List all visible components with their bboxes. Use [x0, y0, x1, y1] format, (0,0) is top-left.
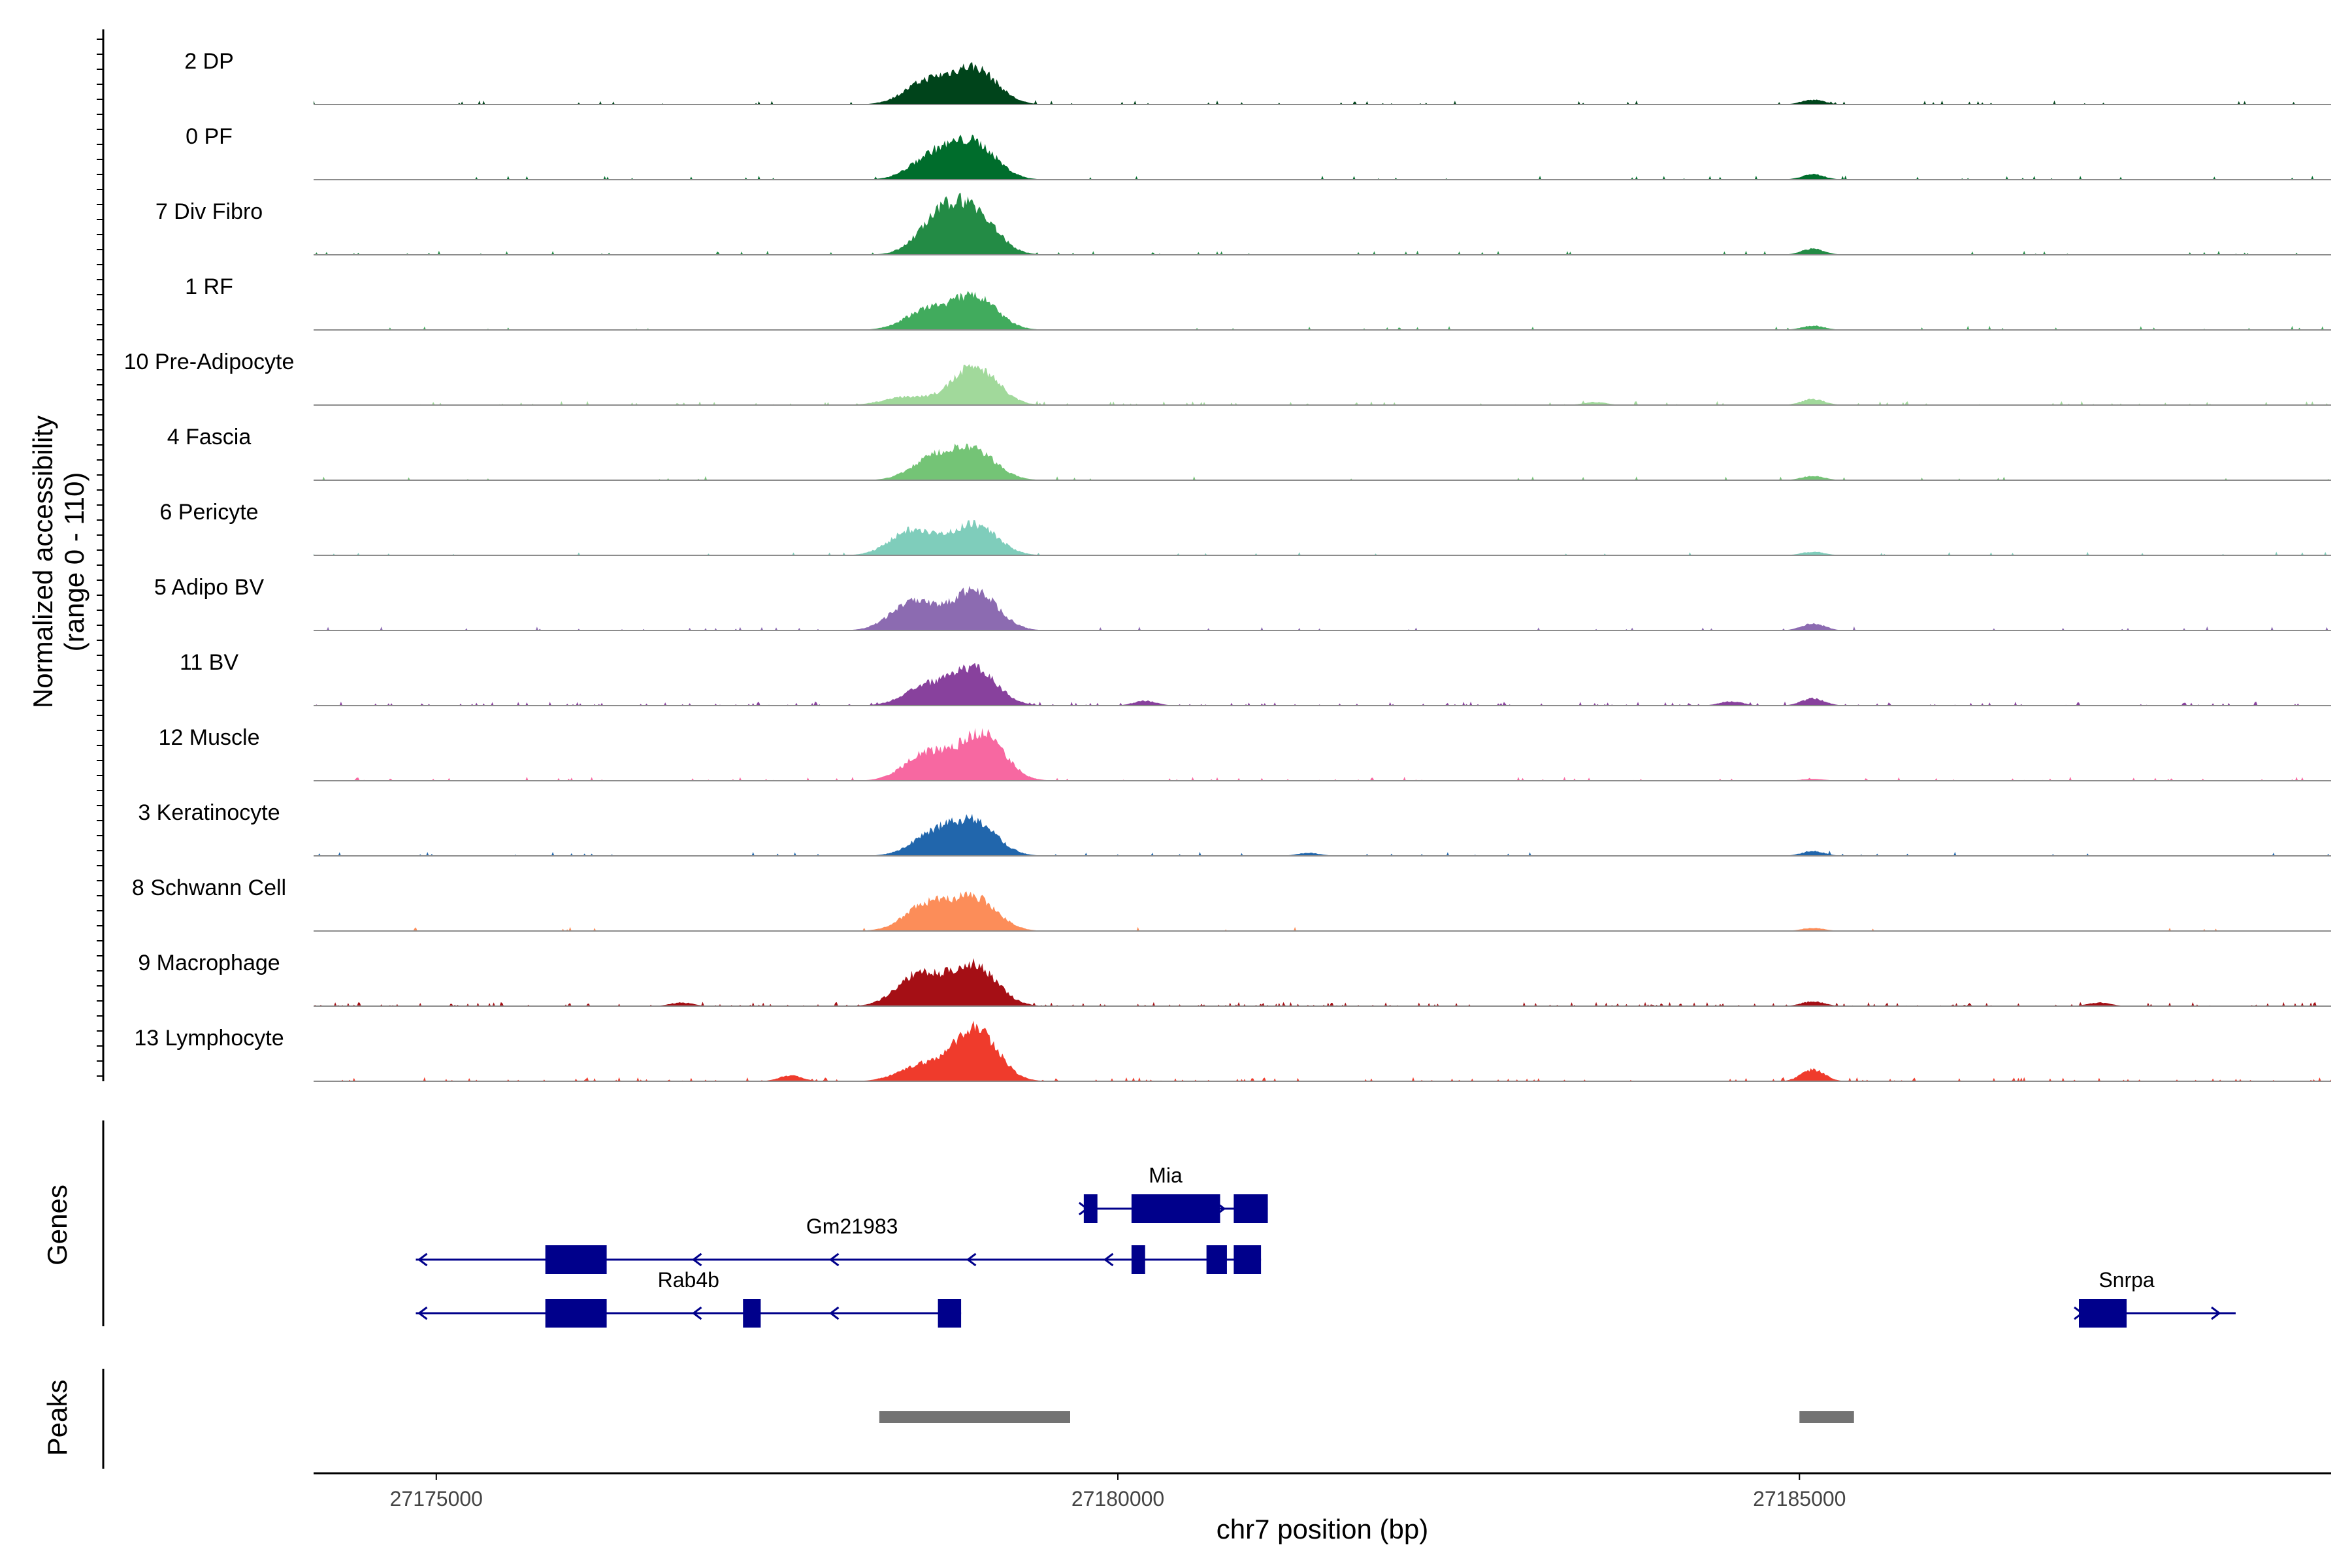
peak-region	[1799, 1411, 1854, 1423]
track-label: 3 Keratinocyte	[138, 800, 280, 825]
coverage-area	[314, 662, 2331, 706]
strand-arrow	[417, 1306, 428, 1320]
gene-rab4b: Rab4b	[416, 1268, 962, 1328]
peak-regions	[879, 1411, 1854, 1423]
gene-label: Gm21983	[806, 1215, 898, 1238]
x-tick-label: 27180000	[1071, 1487, 1164, 1511]
coverage-area	[314, 813, 2331, 856]
coverage-area	[314, 891, 2331, 931]
exon	[1206, 1245, 1227, 1274]
strand-arrow	[828, 1306, 840, 1320]
gene-gm21983: Gm21983	[416, 1215, 1262, 1274]
track-8: 5 Adipo BV	[154, 575, 2331, 631]
strand-arrow	[828, 1252, 840, 1267]
track-label: 2 DP	[184, 49, 234, 74]
track-label: 9 Macrophage	[138, 951, 280, 975]
gene-models: Mia Gm21983 Rab4b Snrpa	[416, 1164, 2236, 1328]
strand-arrow	[691, 1252, 702, 1267]
track-label: 8 Schwann Cell	[132, 875, 286, 900]
strand-arrow	[417, 1252, 428, 1267]
x-tick-label: 27185000	[1753, 1487, 1846, 1511]
coverage-area	[314, 728, 2331, 781]
coverage-area	[314, 958, 2331, 1006]
strand-arrow	[691, 1306, 702, 1320]
track-3: 7 Div Fibro	[155, 193, 2331, 255]
track-7: 6 Pericyte	[159, 500, 2331, 556]
y-axis-ticks	[97, 39, 103, 1077]
track-label: 11 BV	[180, 650, 238, 675]
track-1: 2 DP	[184, 49, 2331, 105]
track-6: 4 Fascia	[167, 425, 2331, 481]
strand-arrow	[2211, 1306, 2221, 1320]
exon	[1083, 1194, 1098, 1223]
exon	[1233, 1194, 1268, 1223]
coverage-area	[314, 62, 2331, 105]
coverage-area	[314, 135, 2331, 180]
gene-label: Mia	[1149, 1164, 1183, 1187]
coverage-area	[314, 193, 2331, 255]
exon	[1233, 1245, 1262, 1274]
track-14: 13 Lymphocyte	[134, 1021, 2331, 1082]
y-axis-title-line1: Normalized accessibility	[27, 416, 58, 708]
track-13: 9 Macrophage	[138, 951, 2331, 1007]
exon	[545, 1299, 607, 1328]
track-label: 6 Pericyte	[159, 500, 258, 525]
exon	[938, 1299, 962, 1328]
exon	[1131, 1194, 1220, 1223]
coverage-area	[314, 291, 2331, 330]
track-label: 5 Adipo BV	[154, 575, 265, 600]
track-label: 0 PF	[186, 124, 233, 149]
genes-title: Genes	[42, 1184, 73, 1266]
gene-snrpa: Snrpa	[2074, 1268, 2236, 1328]
track-label: 4 Fascia	[167, 425, 252, 449]
track-label: 13 Lymphocyte	[134, 1026, 284, 1051]
track-label: 7 Div Fibro	[155, 199, 263, 224]
gene-label: Rab4b	[658, 1268, 719, 1292]
y-axis: Normalized accessibility (range 0 - 110)	[27, 29, 105, 1081]
x-axis-title: chr7 position (bp)	[1217, 1514, 1429, 1544]
track-9: 11 BV	[180, 650, 2331, 706]
track-11: 3 Keratinocyte	[138, 800, 2331, 857]
strand-arrow	[1103, 1252, 1114, 1267]
exon	[743, 1299, 761, 1328]
x-axis: 27175000 27180000 27185000 chr7 position (…	[314, 1472, 2331, 1544]
gene-label: Snrpa	[2099, 1268, 2155, 1292]
exon	[545, 1245, 607, 1274]
track-4: 1 RF	[185, 274, 2331, 331]
peak-region	[879, 1411, 1070, 1423]
track-label: 1 RF	[185, 274, 233, 299]
genes-panel: Genes Mia Gm21983 Rab4b Snrpa	[42, 1120, 2236, 1328]
track-12: 8 Schwann Cell	[132, 875, 2331, 932]
coverage-area	[314, 364, 2331, 405]
y-axis-title-line2: (range 0 - 110)	[59, 472, 90, 652]
peaks-title: Peaks	[42, 1380, 73, 1456]
coverage-area	[314, 443, 2331, 480]
x-axis-ticks: 27175000 27180000 27185000	[390, 1473, 1846, 1511]
strand-arrow	[966, 1252, 977, 1267]
track-label: 12 Muscle	[159, 725, 260, 750]
coverage-area	[314, 585, 2331, 630]
gene-mia: Mia	[1078, 1164, 1268, 1223]
track-10: 12 Muscle	[159, 725, 2331, 781]
exon	[2079, 1299, 2127, 1328]
track-2: 0 PF	[186, 124, 2331, 180]
track-label: 10 Pre-Adipocyte	[124, 350, 295, 374]
coverage-area	[314, 1021, 2331, 1081]
peaks-panel: Peaks	[42, 1369, 1854, 1469]
track-5: 10 Pre-Adipocyte	[124, 350, 2331, 406]
coverage-area	[314, 519, 2331, 555]
exon	[1131, 1245, 1145, 1274]
x-tick-label: 27175000	[390, 1487, 483, 1511]
coverage-tracks: 2 DP 0 PF 7 Div Fibro 1 RF 10 Pre-Adipocyte 4…	[124, 49, 2331, 1082]
